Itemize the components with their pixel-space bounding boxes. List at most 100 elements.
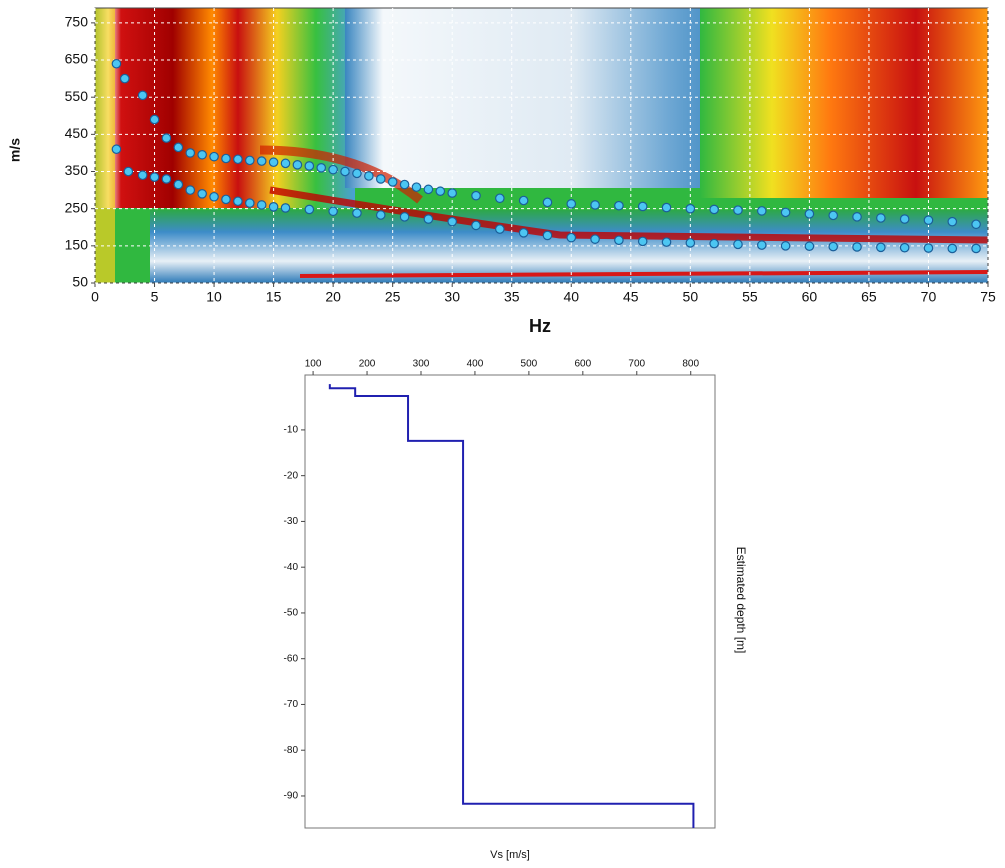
data-point: [375, 174, 386, 184]
x-tick-label: 20: [325, 289, 341, 305]
x-tick-label: 800: [682, 359, 699, 370]
data-point: [637, 236, 648, 247]
y-tick-label: -90: [284, 791, 299, 802]
x-tick-label: 70: [921, 289, 937, 305]
data-point: [304, 204, 315, 215]
y-tick-label: 550: [65, 88, 89, 104]
data-point: [947, 243, 958, 254]
data-point: [614, 200, 624, 211]
data-point: [923, 243, 934, 253]
data-point: [828, 210, 839, 221]
data-point: [542, 230, 553, 241]
data-point: [399, 179, 410, 190]
data-point: [435, 186, 446, 197]
data-point: [685, 203, 696, 214]
data-point: [661, 237, 672, 247]
x-tick-label: 25: [385, 289, 401, 305]
x-tick-label: 45: [623, 289, 639, 305]
data-point: [316, 162, 327, 173]
data-point: [804, 241, 815, 252]
x-tick-label: 700: [628, 359, 645, 370]
data-point: [709, 204, 719, 215]
data-point: [471, 220, 481, 231]
data-point: [804, 209, 815, 219]
y-tick-label: -50: [284, 608, 299, 619]
data-point: [244, 155, 255, 166]
y-tick-label: -30: [284, 516, 299, 527]
data-point: [173, 142, 184, 153]
data-point: [340, 166, 350, 177]
x-tick-label: 35: [504, 289, 520, 305]
profile-line: [328, 384, 695, 828]
data-point: [233, 196, 243, 207]
y-tick-label: -70: [284, 699, 299, 710]
data-point: [614, 235, 624, 246]
data-point: [328, 206, 338, 217]
data-point: [923, 215, 934, 225]
x-tick-label: 40: [563, 289, 579, 305]
data-point: [518, 228, 529, 238]
data-point: [221, 153, 231, 164]
x-tick-label: 300: [413, 359, 430, 370]
x-tick-label: 15: [266, 289, 282, 305]
y-tick-label: 750: [65, 14, 89, 30]
data-point: [352, 208, 362, 218]
data-point: [161, 133, 172, 143]
data-point: [471, 190, 481, 201]
data-point: [280, 203, 291, 213]
y-tick-label: 50: [72, 274, 88, 290]
x-tick-label: 200: [359, 359, 376, 370]
y-tick-label: -20: [284, 470, 299, 481]
y-tick-label: 250: [65, 199, 89, 215]
x-tick-label: 100: [305, 359, 322, 370]
data-point: [328, 164, 338, 175]
data-point: [149, 172, 160, 182]
data-point: [161, 174, 172, 184]
data-point: [495, 193, 505, 204]
data-point: [221, 194, 231, 205]
x-tick-label: 50: [683, 289, 699, 305]
data-point: [637, 201, 648, 212]
y-tick-label: 450: [65, 125, 89, 141]
data-point: [209, 151, 219, 162]
y-tick-label: -40: [284, 562, 299, 573]
data-point: [352, 168, 362, 179]
data-point: [852, 242, 862, 252]
y-tick-label: 650: [65, 51, 89, 67]
x-tick-label: 30: [444, 289, 460, 305]
data-point: [244, 198, 255, 208]
data-point: [828, 241, 839, 252]
y-tick-label: -80: [284, 745, 299, 756]
data-point: [685, 238, 696, 248]
data-point: [756, 206, 767, 216]
data-point: [733, 239, 743, 250]
data-point: [111, 144, 122, 155]
x-tick-label: 600: [574, 359, 591, 370]
y-tick-label: 350: [65, 162, 89, 178]
x-tick-label: 10: [206, 289, 222, 305]
data-point: [899, 214, 910, 224]
x-tick-label: 55: [742, 289, 758, 305]
data-point: [709, 238, 719, 249]
data-point: [971, 219, 981, 230]
data-point: [387, 177, 398, 187]
x-axis-label: Vs [m/s]: [490, 849, 530, 861]
data-point: [518, 195, 529, 206]
data-point: [173, 179, 184, 190]
data-point: [399, 212, 410, 222]
data-point: [566, 232, 577, 243]
data-point: [185, 185, 196, 195]
data-point: [119, 73, 130, 84]
data-point: [780, 207, 791, 218]
data-point: [375, 210, 386, 220]
data-point: [364, 171, 374, 181]
data-point: [197, 189, 207, 199]
x-tick-label: 500: [521, 359, 538, 370]
data-point: [123, 166, 134, 177]
x-tick-label: 5: [151, 289, 159, 305]
data-point: [233, 154, 243, 165]
plot-frame: [304, 374, 716, 829]
data-point: [780, 241, 791, 251]
data-point: [733, 205, 743, 215]
